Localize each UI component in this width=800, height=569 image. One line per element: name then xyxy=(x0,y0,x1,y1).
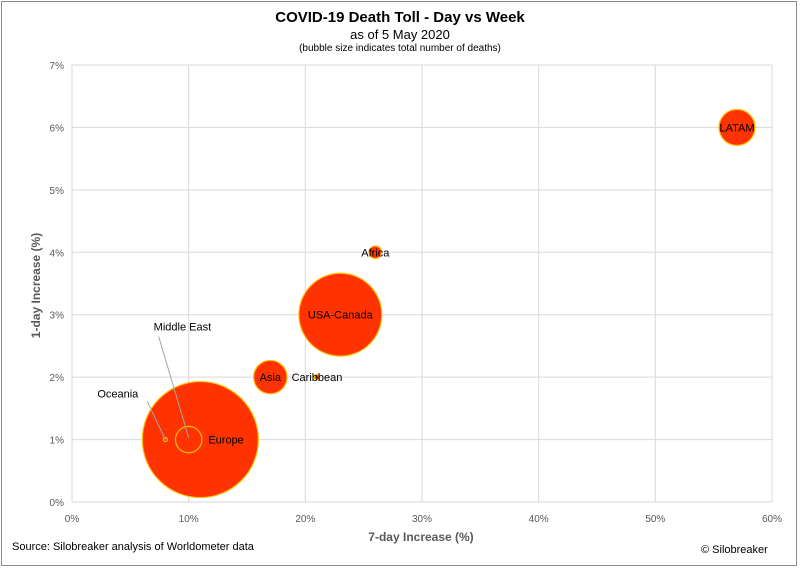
y-tick-label: 6% xyxy=(50,123,65,134)
bubble-latam xyxy=(718,108,756,147)
bubble-usa-canada xyxy=(298,272,383,357)
bubble-label-caribbean: Caribbean xyxy=(292,372,343,384)
x-tick-label: 0% xyxy=(65,514,80,525)
bubble-label-middle-east: Middle East xyxy=(154,322,211,334)
x-tick-label: 50% xyxy=(645,514,665,525)
copyright-note: © Silobreaker xyxy=(701,544,768,556)
bubble-caribbean xyxy=(313,373,321,381)
chart-note: (bubble size indicates total number of d… xyxy=(299,43,501,54)
x-axis-label: 7-day Increase (%) xyxy=(368,530,473,544)
x-tick-label: 20% xyxy=(295,514,315,525)
bubble-europe xyxy=(141,380,259,499)
x-tick-label: 30% xyxy=(412,514,432,525)
chart-subtitle: as of 5 May 2020 xyxy=(350,27,450,42)
y-tick-label: 0% xyxy=(50,498,65,509)
x-tick-label: 10% xyxy=(179,514,199,525)
chart-title: COVID-19 Death Toll - Day vs Week xyxy=(275,9,525,26)
middle-east-leader-line xyxy=(158,336,190,438)
bubble-label-africa: Africa xyxy=(361,247,390,259)
y-tick-label: 4% xyxy=(50,248,65,259)
bubble-label-latam: LATAM xyxy=(719,122,754,134)
oceania-leader-line xyxy=(146,401,166,440)
bubble-asia xyxy=(253,359,288,395)
bubble-middle-east xyxy=(174,425,203,454)
bubble-label-asia: Asia xyxy=(260,372,282,384)
source-note: Source: Silobreaker analysis of Worldome… xyxy=(12,541,254,553)
bubble-africa xyxy=(368,245,383,260)
y-tick-label: 7% xyxy=(50,61,65,72)
y-tick-label: 5% xyxy=(50,186,65,197)
y-tick-label: 3% xyxy=(50,311,65,322)
bubble-label-oceania: Oceania xyxy=(97,389,139,401)
y-tick-label: 1% xyxy=(50,436,65,447)
y-tick-label: 2% xyxy=(50,373,65,384)
x-tick-label: 60% xyxy=(762,514,782,525)
y-axis-label: 1-day Increase (%) xyxy=(29,233,43,338)
bubble-label-usa-canada: USA-Canada xyxy=(308,310,374,322)
bubble-label-europe: Europe xyxy=(208,435,243,447)
x-tick-label: 40% xyxy=(529,514,549,525)
